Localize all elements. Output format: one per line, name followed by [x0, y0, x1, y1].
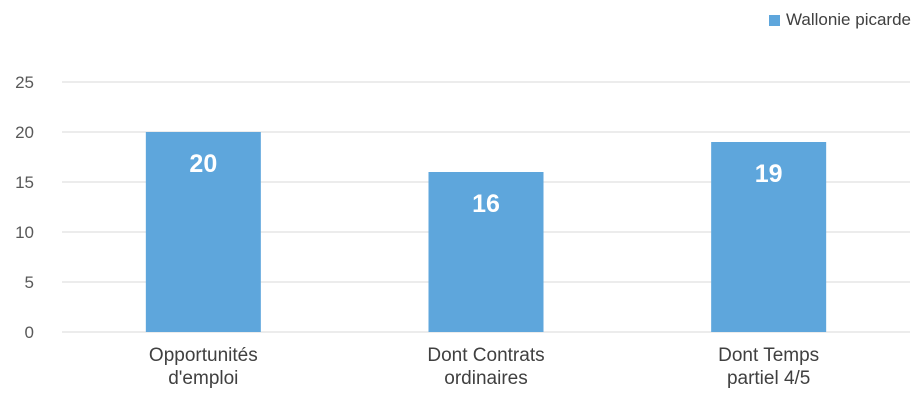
bar	[711, 142, 827, 332]
y-tick-label: 15	[15, 173, 34, 192]
category-label: partiel 4/5	[727, 368, 810, 389]
bar	[145, 132, 261, 332]
y-tick-label: 20	[15, 123, 34, 142]
data-label: 20	[189, 150, 217, 178]
y-tick-label: 10	[15, 223, 34, 242]
data-label: 16	[472, 190, 500, 218]
category-label: d'emploi	[168, 368, 238, 389]
y-tick-label: 25	[15, 73, 34, 92]
category-label: Opportunités	[149, 345, 258, 366]
bar	[428, 172, 544, 332]
category-label: Dont Temps	[718, 345, 819, 366]
y-tick-label: 0	[25, 323, 34, 342]
legend: Wallonie picarde	[768, 10, 911, 30]
y-tick-label: 5	[25, 273, 34, 292]
legend-label: Wallonie picarde	[785, 10, 911, 29]
category-label: Dont Contrats	[427, 345, 544, 366]
data-label: 19	[755, 160, 783, 188]
category-label: ordinaires	[444, 368, 527, 389]
legend-swatch	[768, 14, 780, 26]
